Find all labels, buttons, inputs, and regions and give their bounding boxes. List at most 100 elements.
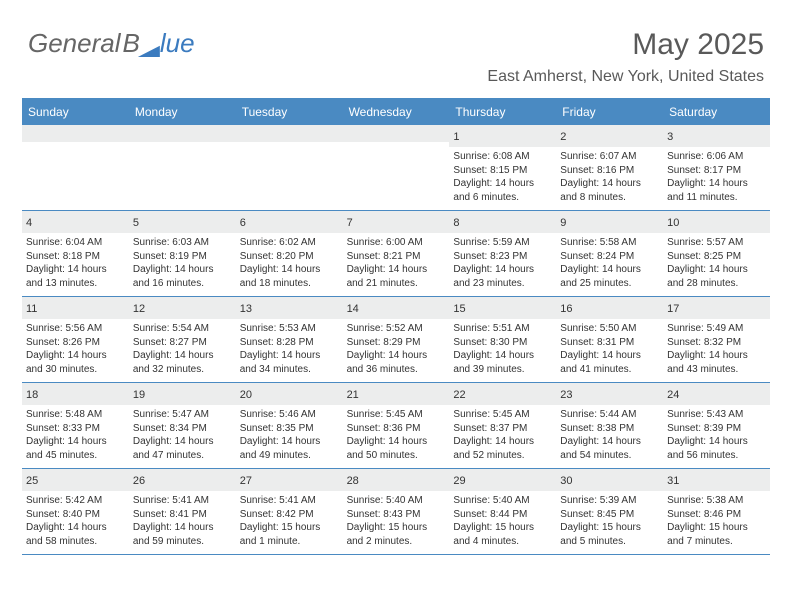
sunrise-text: Sunrise: 5:42 AM <box>24 494 127 508</box>
sunset-text: Sunset: 8:18 PM <box>24 250 127 264</box>
day-number-bar: 28 <box>343 469 450 491</box>
sunset-text: Sunset: 8:41 PM <box>131 508 234 522</box>
sunrise-text: Sunrise: 5:44 AM <box>558 408 661 422</box>
sunset-text: Sunset: 8:35 PM <box>238 422 341 436</box>
day-number: 3 <box>667 131 673 143</box>
sunset-text: Sunset: 8:15 PM <box>451 164 554 178</box>
calendar: SundayMondayTuesdayWednesdayThursdayFrid… <box>22 98 770 555</box>
sunrise-text: Sunrise: 5:46 AM <box>238 408 341 422</box>
day-number: 29 <box>453 475 465 487</box>
daylight-text: Daylight: 14 hours and 52 minutes. <box>451 435 554 462</box>
day-cell: 26Sunrise: 5:41 AMSunset: 8:41 PMDayligh… <box>129 469 236 554</box>
sunset-text: Sunset: 8:37 PM <box>451 422 554 436</box>
sunset-text: Sunset: 8:28 PM <box>238 336 341 350</box>
empty-cell <box>343 125 450 210</box>
day-number-bar: 21 <box>343 383 450 405</box>
sunset-text: Sunset: 8:30 PM <box>451 336 554 350</box>
sunset-text: Sunset: 8:29 PM <box>345 336 448 350</box>
sunrise-text: Sunrise: 5:56 AM <box>24 322 127 336</box>
logo-letter-b: B <box>123 28 140 59</box>
sunset-text: Sunset: 8:27 PM <box>131 336 234 350</box>
daylight-text: Daylight: 14 hours and 28 minutes. <box>665 263 768 290</box>
sunset-text: Sunset: 8:40 PM <box>24 508 127 522</box>
daylight-text: Daylight: 14 hours and 58 minutes. <box>24 521 127 548</box>
sunset-text: Sunset: 8:43 PM <box>345 508 448 522</box>
daylight-text: Daylight: 14 hours and 18 minutes. <box>238 263 341 290</box>
day-number: 16 <box>560 303 572 315</box>
flag-icon <box>138 41 160 57</box>
sunrise-text: Sunrise: 6:02 AM <box>238 236 341 250</box>
day-cell: 9Sunrise: 5:58 AMSunset: 8:24 PMDaylight… <box>556 211 663 296</box>
sunrise-text: Sunrise: 6:00 AM <box>345 236 448 250</box>
daylight-text: Daylight: 14 hours and 8 minutes. <box>558 177 661 204</box>
day-of-week-header: Friday <box>556 100 663 125</box>
day-cell: 27Sunrise: 5:41 AMSunset: 8:42 PMDayligh… <box>236 469 343 554</box>
day-number-bar: 12 <box>129 297 236 319</box>
daylight-text: Daylight: 14 hours and 30 minutes. <box>24 349 127 376</box>
daylight-text: Daylight: 15 hours and 4 minutes. <box>451 521 554 548</box>
day-cell: 29 Sunrise: 5:40 AMSunset: 8:44 PMDayligh… <box>449 469 556 554</box>
sunrise-text: Sunrise: 5:48 AM <box>24 408 127 422</box>
daylight-text: Daylight: 14 hours and 13 minutes. <box>24 263 127 290</box>
daylight-text: Daylight: 15 hours and 7 minutes. <box>665 521 768 548</box>
day-number: 25 <box>26 475 38 487</box>
daylight-text: Daylight: 14 hours and 32 minutes. <box>131 349 234 376</box>
week-row: 18Sunrise: 5:48 AMSunset: 8:33 PMDayligh… <box>22 383 770 469</box>
sunset-text: Sunset: 8:26 PM <box>24 336 127 350</box>
sunrise-text: Sunrise: 5:45 AM <box>345 408 448 422</box>
week-row: 1Sunrise: 6:08 AMSunset: 8:15 PMDaylight… <box>22 125 770 211</box>
day-number: 11 <box>26 303 37 315</box>
day-cell: 16Sunrise: 5:50 AMSunset: 8:31 PMDayligh… <box>556 297 663 382</box>
day-number: 9 <box>560 217 566 229</box>
day-number: 31 <box>667 475 679 487</box>
daylight-text: Daylight: 14 hours and 54 minutes. <box>558 435 661 462</box>
day-of-week-header: Sunday <box>22 100 129 125</box>
day-number-bar: 14 <box>343 297 450 319</box>
day-cell: 24Sunrise: 5:43 AMSunset: 8:39 PMDayligh… <box>663 383 770 468</box>
day-number: 24 <box>667 389 679 401</box>
sunset-text: Sunset: 8:23 PM <box>451 250 554 264</box>
sunset-text: Sunset: 8:44 PM <box>451 508 554 522</box>
sunset-text: Sunset: 8:45 PM <box>558 508 661 522</box>
day-number: 15 <box>453 303 465 315</box>
sunrise-text: Sunrise: 5:52 AM <box>345 322 448 336</box>
week-row: 25Sunrise: 5:42 AMSunset: 8:40 PMDayligh… <box>22 469 770 555</box>
sunrise-text: Sunrise: 6:07 AM <box>558 150 661 164</box>
daylight-text: Daylight: 14 hours and 43 minutes. <box>665 349 768 376</box>
day-cell: 14Sunrise: 5:52 AMSunset: 8:29 PMDayligh… <box>343 297 450 382</box>
sunset-text: Sunset: 8:24 PM <box>558 250 661 264</box>
daylight-text: Daylight: 14 hours and 47 minutes. <box>131 435 234 462</box>
empty-cell <box>129 125 236 210</box>
day-number-bar <box>129 125 236 142</box>
day-of-week-header: Monday <box>129 100 236 125</box>
week-row: 11Sunrise: 5:56 AMSunset: 8:26 PMDayligh… <box>22 297 770 383</box>
sunset-text: Sunset: 8:39 PM <box>665 422 768 436</box>
day-number-bar: 8 <box>449 211 556 233</box>
sunrise-text: Sunrise: 5:40 AM <box>451 494 554 508</box>
day-cell: 10Sunrise: 5:57 AMSunset: 8:25 PMDayligh… <box>663 211 770 296</box>
day-cell: 21 Sunrise: 5:45 AMSunset: 8:36 PMDayligh… <box>343 383 450 468</box>
day-number-bar <box>236 125 343 142</box>
day-cell: 12Sunrise: 5:54 AMSunset: 8:27 PMDayligh… <box>129 297 236 382</box>
title-block: May 2025 East Amherst, New York, United … <box>487 28 764 86</box>
day-cell: 25 Sunrise: 5:42 AMSunset: 8:40 PMDayligh… <box>22 469 129 554</box>
day-of-week-header: Thursday <box>449 100 556 125</box>
sunset-text: Sunset: 8:36 PM <box>345 422 448 436</box>
daylight-text: Daylight: 14 hours and 41 minutes. <box>558 349 661 376</box>
sunrise-text: Sunrise: 5:57 AM <box>665 236 768 250</box>
empty-cell <box>236 125 343 210</box>
logo-rest: lue <box>160 28 195 59</box>
day-number: 12 <box>133 303 145 315</box>
daylight-text: Daylight: 14 hours and 50 minutes. <box>345 435 448 462</box>
day-cell: 19Sunrise: 5:47 AMSunset: 8:34 PMDayligh… <box>129 383 236 468</box>
day-number-bar: 1 <box>449 125 556 147</box>
day-number-bar: 4 <box>22 211 129 233</box>
day-number: 2 <box>560 131 566 143</box>
day-number-bar: 3 <box>663 125 770 147</box>
sunset-text: Sunset: 8:32 PM <box>665 336 768 350</box>
day-number-bar: 18 <box>22 383 129 405</box>
sunrise-text: Sunrise: 5:43 AM <box>665 408 768 422</box>
month-title: May 2025 <box>487 28 764 62</box>
daylight-text: Daylight: 14 hours and 34 minutes. <box>238 349 341 376</box>
day-number: 1 <box>453 131 459 143</box>
